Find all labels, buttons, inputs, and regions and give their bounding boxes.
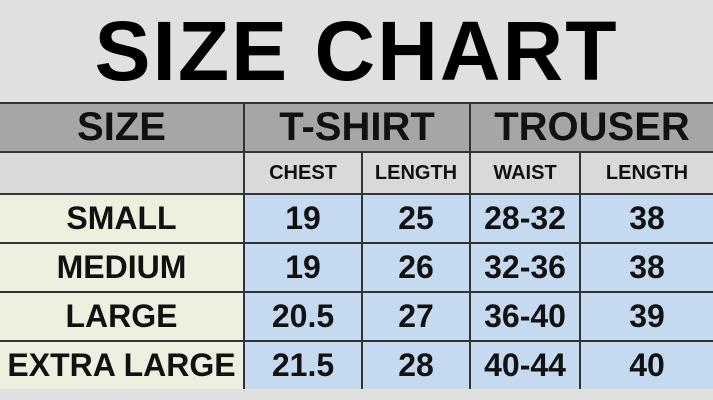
subheader-trouser-length: LENGTH: [579, 151, 713, 195]
size-label: SMALL: [0, 193, 245, 244]
size-label: EXTRA LARGE: [0, 340, 245, 389]
tshirt-length-cell: 28: [360, 340, 472, 389]
table-row: EXTRA LARGE 21.5 28 40-44 40: [0, 340, 713, 389]
subheader-waist: WAIST: [469, 151, 582, 195]
subheader-tshirt-length: LENGTH: [360, 151, 472, 195]
waist-cell: 28-32: [469, 193, 582, 244]
subheader-empty: [0, 151, 245, 195]
header-tshirt: T-SHIRT: [242, 102, 472, 153]
tshirt-length-cell: 26: [360, 242, 472, 293]
table-row: LARGE 20.5 27 36-40 39: [0, 291, 713, 342]
trouser-length-cell: 39: [579, 291, 713, 342]
header-row: SIZE T-SHIRT TROUSER: [0, 102, 713, 153]
chest-cell: 21.5: [243, 340, 363, 389]
waist-cell: 36-40: [469, 291, 582, 342]
size-label: MEDIUM: [0, 242, 245, 293]
table-row: MEDIUM 19 26 32-36 38: [0, 242, 713, 293]
header-size: SIZE: [0, 102, 245, 153]
size-label: LARGE: [0, 291, 245, 342]
header-trouser: TROUSER: [469, 102, 713, 153]
chest-cell: 20.5: [243, 291, 363, 342]
size-table: SIZE T-SHIRT TROUSER CHEST LENGTH WAIST …: [0, 102, 713, 389]
tshirt-length-cell: 25: [360, 193, 472, 244]
trouser-length-cell: 38: [579, 193, 713, 244]
chest-cell: 19: [243, 242, 363, 293]
trouser-length-cell: 40: [579, 340, 713, 389]
table-row: SMALL 19 25 28-32 38: [0, 193, 713, 244]
chart-title: SIZE CHART: [0, 0, 713, 102]
waist-cell: 32-36: [469, 242, 582, 293]
subheader-row: CHEST LENGTH WAIST LENGTH: [0, 151, 713, 195]
subheader-chest: CHEST: [243, 151, 363, 195]
chest-cell: 19: [243, 193, 363, 244]
tshirt-length-cell: 27: [360, 291, 472, 342]
waist-cell: 40-44: [469, 340, 582, 389]
trouser-length-cell: 38: [579, 242, 713, 293]
